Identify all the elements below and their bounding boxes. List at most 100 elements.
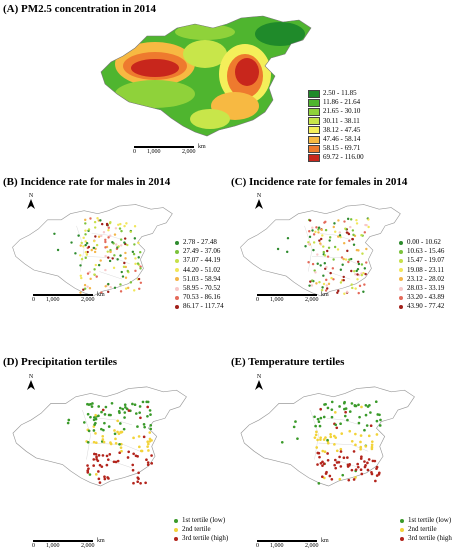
city-point [325,284,328,287]
legend-item: 3rd tertile (high) [172,534,228,543]
city-point [150,462,154,465]
scale-unit: km [198,144,206,150]
scale-unit: km [97,292,105,298]
city-point [109,285,112,289]
city-point [109,441,112,444]
city-point [132,252,136,256]
city-point [313,415,316,419]
legend-item: 15.47 - 19.07 [397,256,444,265]
legend-label: 44.20 - 51.02 [183,265,221,274]
city-point [321,464,324,467]
city-point [325,265,328,269]
city-point [131,250,135,254]
city-point [146,405,150,409]
city-point [280,440,284,444]
city-point [362,271,365,275]
city-point [146,400,150,404]
city-point [378,413,381,417]
city-point [343,400,346,404]
city-point [133,289,136,292]
city-point [356,273,359,276]
city-point [338,477,342,481]
city-point [93,226,97,229]
city-point [359,468,363,472]
city-point [109,234,112,237]
city-point [86,440,90,444]
city-point [322,415,326,419]
city-point [315,282,318,285]
legend-item: 2nd tertile [172,525,228,534]
legend-dot [175,305,179,310]
city-point [94,417,98,421]
city-point [322,462,326,466]
city-point [317,228,320,231]
city-point [321,449,325,453]
city-point [338,234,342,237]
city-point [345,290,349,294]
city-point [320,228,323,232]
city-point [94,441,98,445]
city-point [317,451,321,455]
north-label: N [256,193,262,199]
scale-max: 2,000 [305,297,319,303]
city-point [88,287,92,290]
city-point [342,242,346,245]
city-point [317,231,320,234]
city-point [113,254,116,257]
city-point [100,222,104,226]
legend-label: 33.20 - 43.89 [407,293,445,302]
city-point [122,427,126,431]
city-point [118,406,122,410]
city-point [319,461,323,465]
city-point [86,464,89,467]
city-point [107,282,110,286]
panel-d-scale-bar: 0 1,000 2,000 km [32,538,123,550]
city-point [89,277,92,281]
city-point [127,409,131,412]
city-point [367,434,371,438]
city-point [148,440,152,443]
legend-item: 28.03 - 33.19 [397,284,444,293]
city-point [370,447,374,451]
city-point [112,460,116,464]
legend-dot [399,268,403,273]
city-point [341,263,344,266]
city-point [150,454,153,457]
city-point [325,470,328,474]
city-point [120,244,123,247]
city-point [125,222,128,225]
city-point [326,287,329,290]
city-point [95,243,99,247]
city-point [105,463,109,467]
city-point [339,281,343,284]
city-point [322,245,325,248]
city-point [352,243,356,246]
city-point [351,229,355,232]
city-point [86,285,89,288]
city-point [374,479,377,483]
legend-dot [175,277,179,282]
city-point [357,291,360,295]
city-point [94,413,97,417]
city-point [146,463,150,467]
city-point [366,468,370,472]
legend-swatch [308,154,320,163]
city-point [85,242,89,245]
city-point [317,420,321,424]
legend-swatch [308,135,320,144]
legend-label: 43.90 - 77.42 [407,302,445,311]
city-point [354,476,357,479]
city-point [89,415,92,419]
legend-dot [400,527,404,532]
city-point [101,408,105,412]
city-point [365,223,368,227]
city-point [83,283,87,287]
city-point [107,413,111,417]
legend-label: 1st tertile (low) [408,516,452,524]
city-point [315,430,318,434]
city-point [113,432,117,436]
city-point [310,284,314,287]
city-point [339,450,343,453]
north-label: N [28,374,34,380]
city-point [319,242,322,245]
